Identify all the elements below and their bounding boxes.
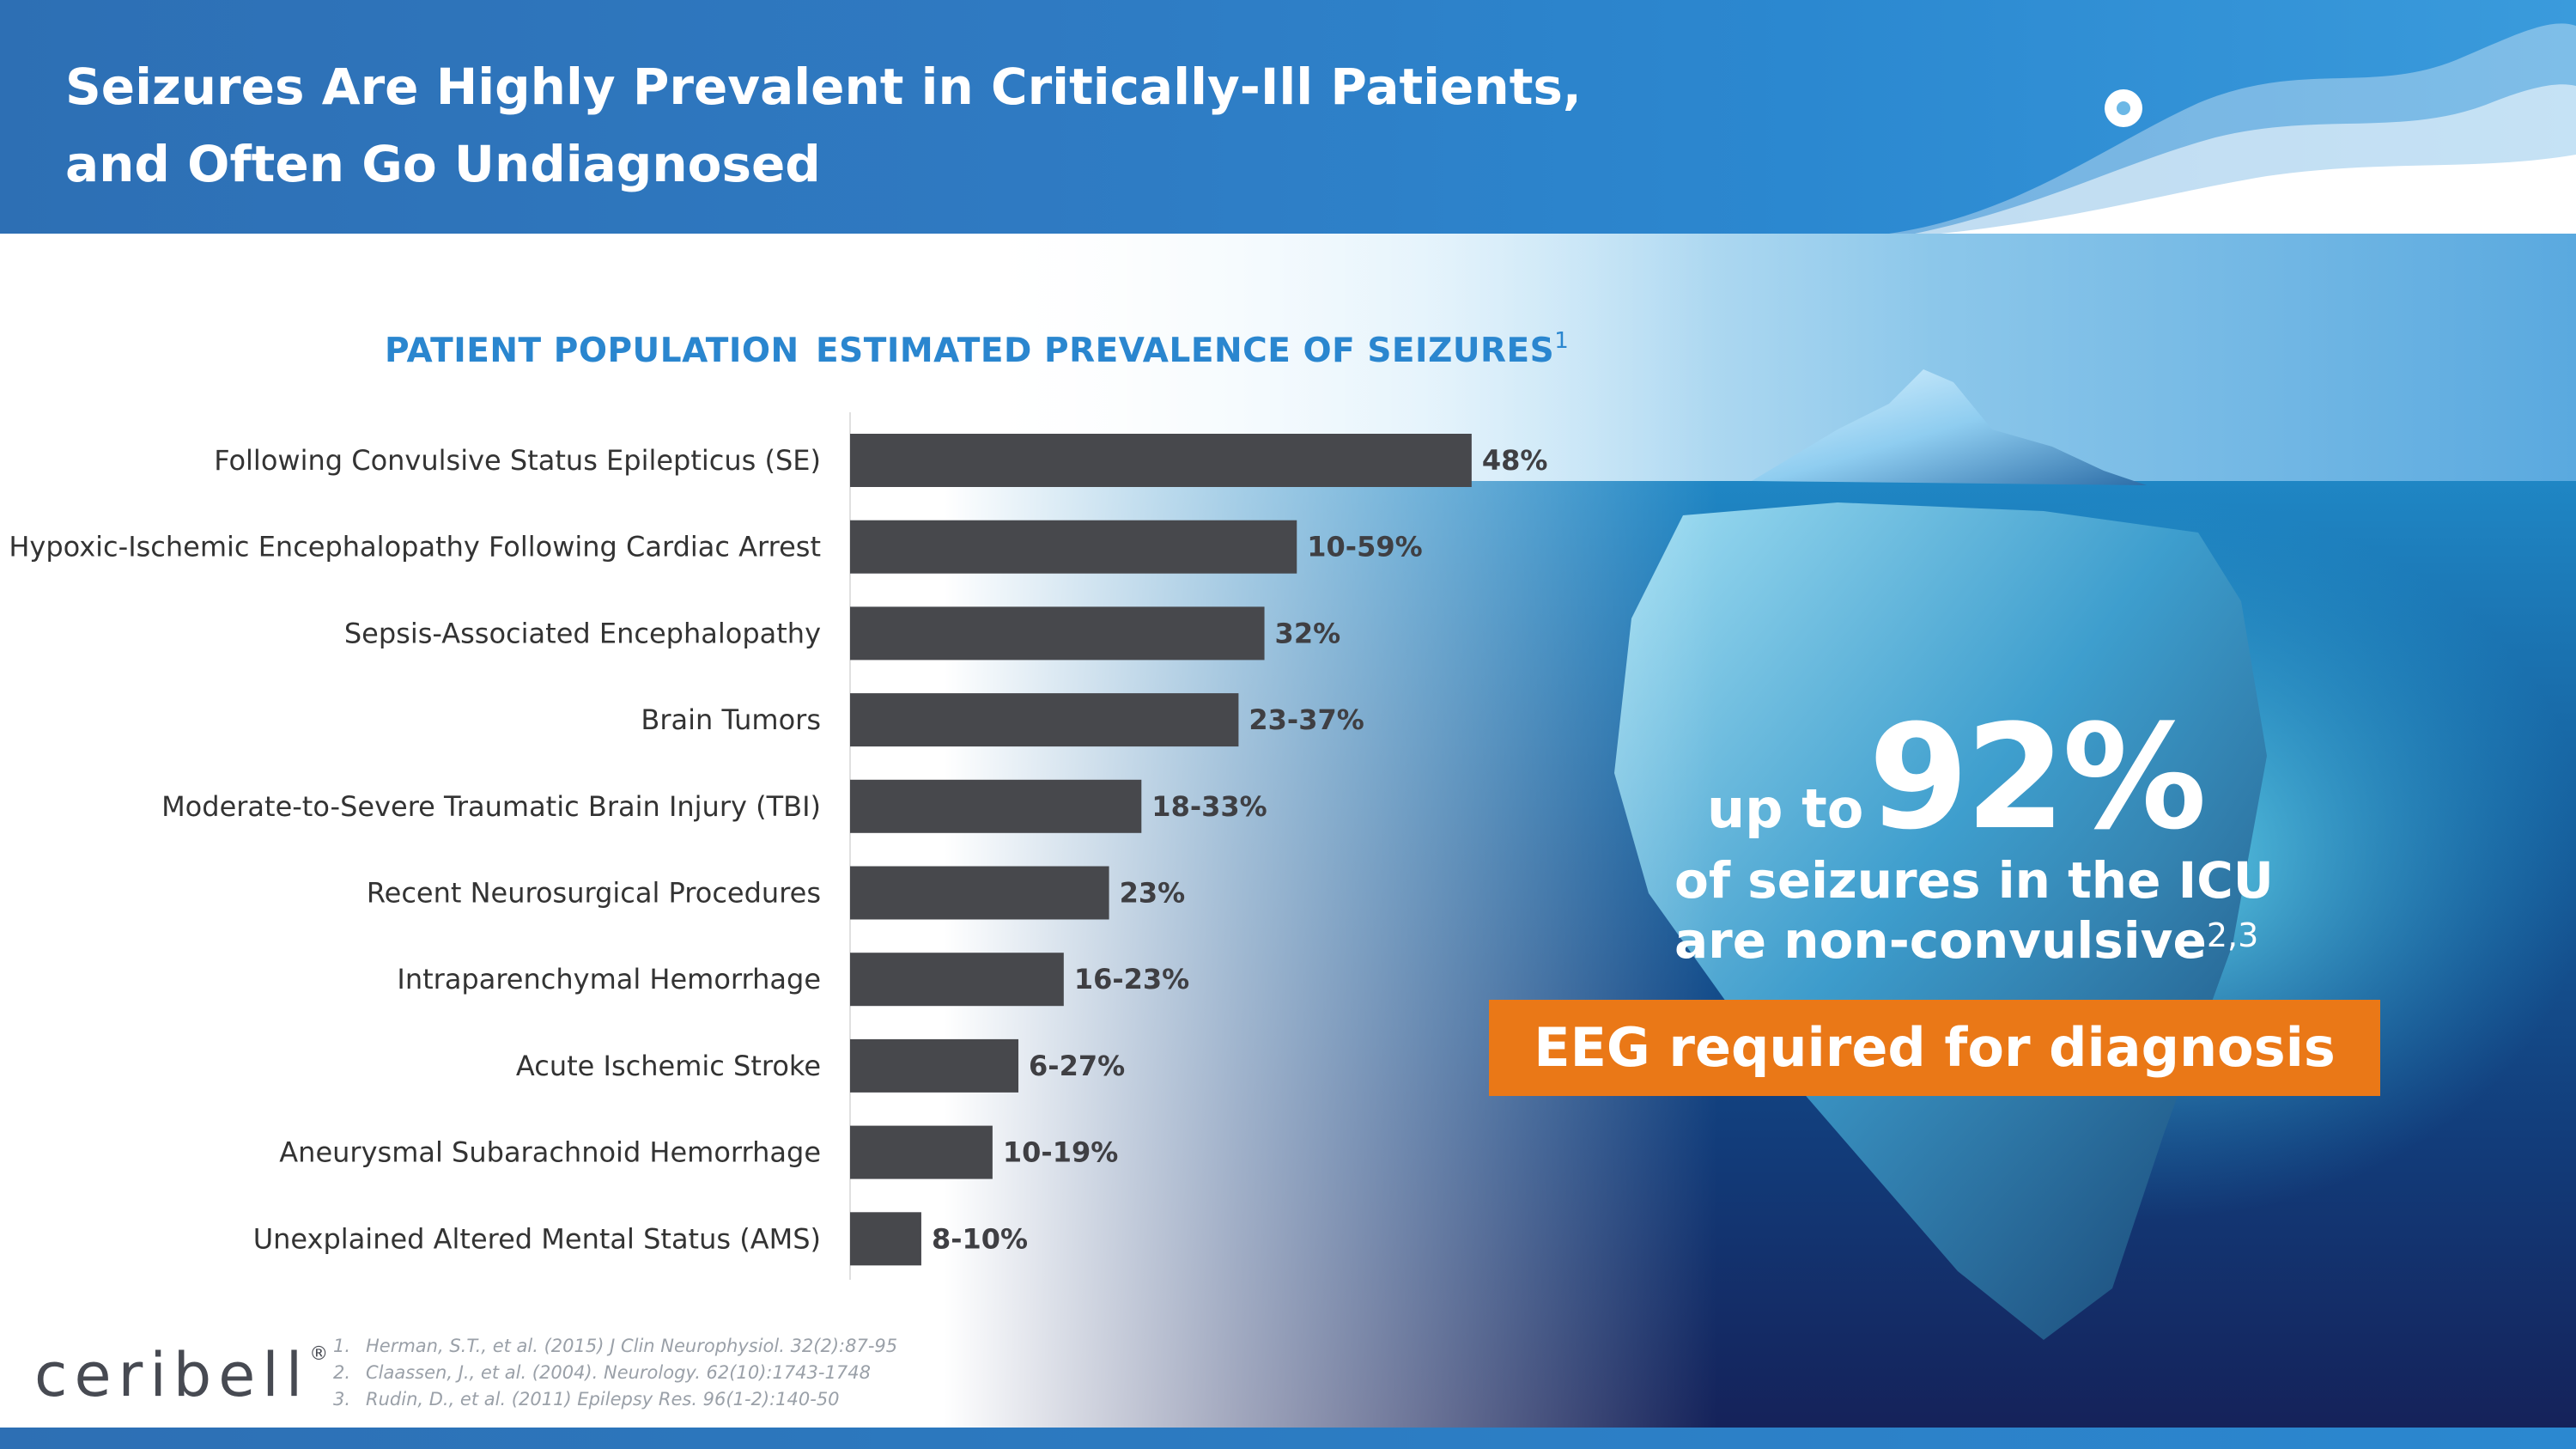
bar-1: [850, 520, 1297, 574]
bar-0: [850, 434, 1472, 487]
reference-item: 1. Herman, S.T., et al. (2015) J Clin Neu…: [333, 1336, 898, 1356]
category-label: Unexplained Altered Mental Status (AMS): [253, 1222, 821, 1255]
bar-2: [850, 606, 1265, 661]
footer-bar: [0, 1428, 2576, 1449]
eeg-callout-banner: EEG required for diagnosis: [1489, 1000, 2380, 1096]
stat-line-2-text: are non-convulsive: [1674, 911, 2207, 970]
value-label: 10-19%: [1003, 1136, 1118, 1169]
ceribell-logo: ceribell®: [34, 1340, 328, 1410]
category-label: Following Convulsive Status Epilepticus …: [214, 444, 821, 477]
value-label: 16-23%: [1074, 963, 1189, 995]
value-label: 48%: [1482, 444, 1548, 477]
registered-mark: ®: [309, 1343, 329, 1365]
stat-callout: up to 92% of seizures in the ICU are non…: [1674, 704, 2379, 971]
prevalence-bar-chart: Following Convulsive Status Epilepticus …: [9, 412, 1548, 1280]
bar-6: [850, 953, 1064, 1007]
bar-3: [850, 693, 1239, 747]
bar-9: [850, 1212, 921, 1266]
stat-prefix: up to: [1707, 777, 1864, 840]
category-label: Moderate-to-Severe Traumatic Brain Injur…: [161, 790, 821, 823]
reference-item: 3. Rudin, D., et al. (2011) Epilepsy Res.…: [333, 1389, 840, 1409]
value-label: 32%: [1275, 617, 1341, 649]
references-list: 1. Herman, S.T., et al. (2015) J Clin Neu…: [333, 1333, 897, 1413]
category-label: Aneurysmal Subarachnoid Hemorrhage: [279, 1136, 821, 1169]
column-heading-prevalence: ESTIMATED PREVALENCE OF SEIZURES1: [816, 328, 1569, 370]
value-label: 18-33%: [1151, 790, 1267, 823]
stat-reference: 2,3: [2206, 916, 2259, 954]
logo-wordmark: ceribell: [34, 1340, 310, 1410]
value-label: 8-10%: [932, 1222, 1028, 1255]
category-label: Acute Ischemic Stroke: [516, 1050, 821, 1082]
value-label: 23-37%: [1249, 703, 1364, 736]
bar-8: [850, 1125, 993, 1179]
category-label: Recent Neurosurgical Procedures: [367, 877, 821, 910]
bar-5: [850, 866, 1109, 920]
bar-4: [850, 779, 1142, 833]
wave-decoration: [1889, 23, 2576, 234]
stat-line-2: are non-convulsive2,3: [1674, 910, 2379, 971]
stat-line-1: of seizures in the ICU: [1674, 851, 2274, 910]
value-label: 6-27%: [1029, 1050, 1125, 1082]
value-label: 10-59%: [1307, 531, 1422, 563]
column-heading-reference: 1: [1554, 328, 1570, 354]
stat-value: 92%: [1868, 693, 2207, 861]
column-heading-prevalence-text: ESTIMATED PREVALENCE OF SEIZURES: [816, 332, 1555, 370]
bar-7: [850, 1038, 1019, 1093]
column-heading-population: PATIENT POPULATION: [385, 332, 799, 370]
reference-item: 2. Claassen, J., et al. (2004). Neurology…: [333, 1362, 871, 1383]
category-label: Intraparenchymal Hemorrhage: [397, 963, 821, 995]
header-banner: Seizures Are Highly Prevalent in Critica…: [0, 0, 2576, 234]
category-label: Sepsis-Associated Encephalopathy: [344, 617, 821, 649]
category-label: Brain Tumors: [641, 703, 821, 736]
category-label: Hypoxic-Ischemic Encephalopathy Followin…: [9, 531, 821, 563]
page-title: Seizures Are Highly Prevalent in Critica…: [65, 58, 1582, 193]
value-label: 23%: [1120, 877, 1186, 910]
